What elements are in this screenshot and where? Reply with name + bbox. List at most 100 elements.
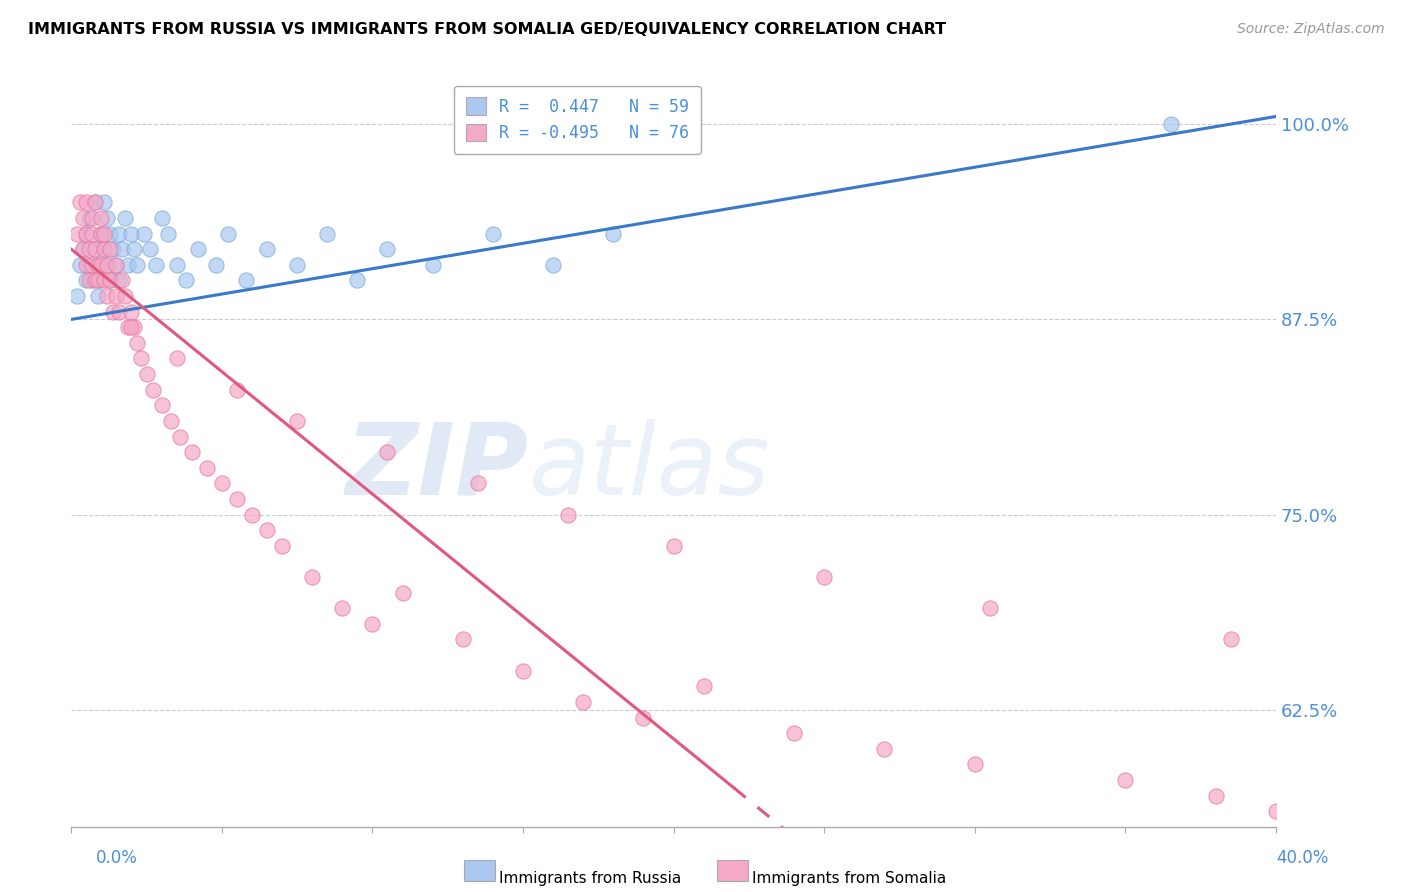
Point bbox=[93, 242, 115, 256]
Point bbox=[235, 273, 257, 287]
Point bbox=[422, 258, 444, 272]
Text: IMMIGRANTS FROM RUSSIA VS IMMIGRANTS FROM SOMALIA GED/EQUIVALENCY CORRELATION CH: IMMIGRANTS FROM RUSSIA VS IMMIGRANTS FRO… bbox=[28, 22, 946, 37]
Point bbox=[225, 491, 247, 506]
Point bbox=[93, 273, 115, 287]
Point bbox=[121, 320, 143, 334]
Point bbox=[105, 258, 128, 272]
Point bbox=[467, 476, 489, 491]
Point bbox=[69, 195, 91, 210]
Point bbox=[82, 273, 104, 287]
Point bbox=[1219, 632, 1241, 647]
Point bbox=[174, 273, 197, 287]
Point bbox=[150, 211, 173, 225]
Point bbox=[693, 679, 716, 693]
Point bbox=[84, 242, 107, 256]
Point bbox=[82, 258, 104, 272]
Legend: R =  0.447   N = 59, R = -0.495   N = 76: R = 0.447 N = 59, R = -0.495 N = 76 bbox=[454, 86, 700, 153]
Point bbox=[93, 227, 115, 241]
Point bbox=[204, 258, 226, 272]
Point bbox=[662, 539, 685, 553]
Point bbox=[69, 258, 91, 272]
Point bbox=[541, 258, 564, 272]
Point bbox=[166, 258, 188, 272]
Point bbox=[108, 227, 131, 241]
Point bbox=[79, 258, 101, 272]
Point bbox=[557, 508, 579, 522]
Point bbox=[963, 757, 986, 772]
Point bbox=[75, 195, 97, 210]
Point bbox=[512, 664, 534, 678]
Point bbox=[105, 258, 128, 272]
Point bbox=[100, 273, 122, 287]
Point bbox=[96, 289, 118, 303]
Text: ZIP: ZIP bbox=[346, 418, 529, 516]
Text: 0.0%: 0.0% bbox=[96, 849, 138, 867]
Point bbox=[813, 570, 835, 584]
Point bbox=[132, 227, 155, 241]
Point bbox=[124, 242, 146, 256]
Point bbox=[391, 585, 413, 599]
Point bbox=[572, 695, 595, 709]
Point bbox=[285, 258, 308, 272]
Point bbox=[84, 242, 107, 256]
Point bbox=[482, 227, 505, 241]
Point bbox=[90, 227, 112, 241]
Point bbox=[129, 351, 152, 366]
Point bbox=[169, 429, 191, 443]
Point bbox=[979, 601, 1001, 615]
Point bbox=[180, 445, 202, 459]
Point bbox=[121, 304, 143, 318]
Point bbox=[121, 227, 143, 241]
Point bbox=[156, 227, 179, 241]
Point bbox=[93, 242, 115, 256]
Text: atlas: atlas bbox=[529, 418, 770, 516]
Point bbox=[256, 242, 278, 256]
Point bbox=[96, 211, 118, 225]
Point bbox=[117, 258, 139, 272]
Point bbox=[100, 242, 122, 256]
Point bbox=[159, 414, 181, 428]
Point bbox=[1265, 804, 1288, 818]
Point bbox=[1205, 789, 1227, 803]
Point bbox=[75, 273, 97, 287]
Point bbox=[75, 227, 97, 241]
Point bbox=[108, 273, 131, 287]
Point bbox=[127, 258, 149, 272]
Point bbox=[87, 289, 110, 303]
Point bbox=[100, 273, 122, 287]
Point bbox=[103, 242, 125, 256]
Point bbox=[90, 258, 112, 272]
Point bbox=[211, 476, 233, 491]
Point bbox=[1160, 117, 1182, 131]
Point bbox=[240, 508, 263, 522]
Point bbox=[217, 227, 239, 241]
Point bbox=[87, 273, 110, 287]
Point bbox=[135, 367, 157, 381]
Point bbox=[111, 273, 134, 287]
Point bbox=[142, 383, 165, 397]
Point bbox=[111, 242, 134, 256]
Point bbox=[108, 304, 131, 318]
Point bbox=[114, 289, 136, 303]
Text: Source: ZipAtlas.com: Source: ZipAtlas.com bbox=[1237, 22, 1385, 37]
Point bbox=[79, 211, 101, 225]
Point bbox=[150, 398, 173, 412]
Point bbox=[377, 242, 399, 256]
Point bbox=[873, 741, 896, 756]
Point bbox=[96, 258, 118, 272]
Point bbox=[145, 258, 167, 272]
Point bbox=[195, 460, 218, 475]
Point bbox=[82, 227, 104, 241]
Text: Immigrants from Russia: Immigrants from Russia bbox=[499, 871, 682, 886]
Point bbox=[66, 289, 89, 303]
Point bbox=[1114, 772, 1136, 787]
Point bbox=[75, 227, 97, 241]
Point bbox=[346, 273, 368, 287]
Point bbox=[79, 273, 101, 287]
Point bbox=[90, 273, 112, 287]
Point bbox=[285, 414, 308, 428]
Point bbox=[79, 242, 101, 256]
Y-axis label: GED/Equivalency: GED/Equivalency bbox=[0, 387, 7, 517]
Point bbox=[361, 616, 384, 631]
Point bbox=[633, 710, 655, 724]
